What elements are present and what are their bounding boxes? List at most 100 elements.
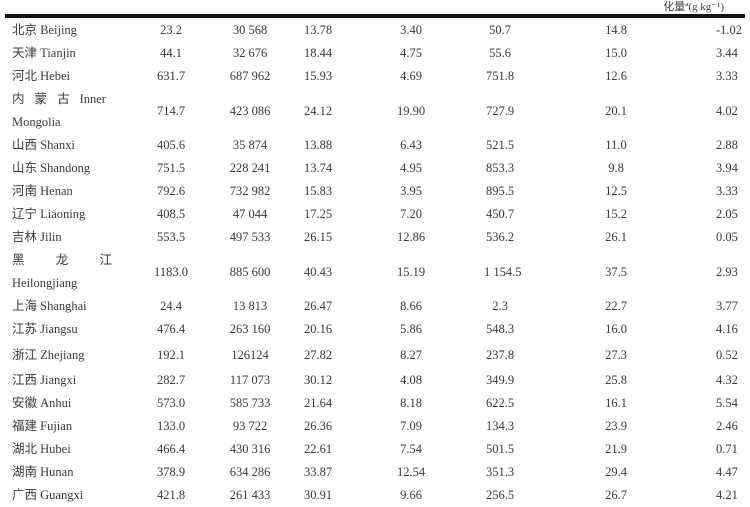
cell-col-4: 4.95	[400, 161, 422, 175]
cell-col-5: 2.3	[492, 299, 508, 313]
cell-col-1: 476.4	[156, 322, 186, 336]
column-header-unit: 化量ª(g kg⁻¹)	[663, 1, 724, 13]
cell-col-2: 732 982	[229, 184, 271, 198]
cell-col-5: 853.3	[485, 161, 515, 175]
cell-col-7: 3.33	[716, 69, 738, 83]
cell-col-1: 378.9	[156, 465, 186, 479]
table-row: 黑 龙 江 Heilongjiang 1183.0 885 600 40.43 15.19 1 …	[0, 249, 750, 295]
table-row: 天津 Tianjin 44.1 32 676 18.44 4.75 55.6 15.0 3.4…	[0, 42, 750, 65]
cell-col-4: 4.69	[400, 69, 422, 83]
cell-col-4: 8.18	[400, 396, 422, 410]
cell-col-1: 1183.0	[154, 264, 188, 279]
cell-col-7: 2.93	[716, 264, 738, 279]
table-row: 湖北 Hubei 466.4 430 316 22.61 7.54 501.5 21.9 0.…	[0, 438, 750, 461]
province-name: 湖南 Hunan	[12, 465, 74, 479]
cell-col-1: 792.6	[156, 184, 186, 198]
cell-col-6: 14.8	[605, 23, 627, 37]
cell-col-2: 13 813	[232, 299, 268, 313]
cell-col-7: 4.02	[716, 103, 738, 118]
cell-col-5: 521.5	[485, 138, 515, 152]
province-name: 湖北 Hubei	[12, 442, 71, 456]
cell-col-2: 32 676	[232, 46, 268, 60]
cell-col-6: 9.8	[608, 161, 624, 175]
cell-col-3: 26.36	[303, 419, 333, 433]
table-row: 河北 Hebei 631.7 687 962 15.93 4.69 751.8 12.6 3.…	[0, 65, 750, 88]
cell-col-1: 133.0	[156, 419, 186, 433]
cell-col-1: 466.4	[156, 442, 186, 456]
cell-col-6: 29.4	[605, 465, 627, 479]
province-name: 黑 龙 江 Heilongjiang	[0, 249, 140, 295]
cell-col-7: 0.05	[716, 230, 738, 244]
cell-col-2: 47 044	[232, 207, 268, 221]
cell-col-4: 8.27	[400, 347, 422, 362]
cell-col-7: 2.88	[716, 138, 738, 152]
cell-col-4: 7.09	[400, 419, 422, 433]
cell-col-3: 15.83	[303, 184, 333, 198]
cell-col-7: 3.44	[716, 46, 738, 60]
province-name: 河北 Hebei	[12, 69, 70, 83]
cell-col-6: 16.0	[605, 322, 627, 336]
province-name-cn-char: 内	[12, 92, 25, 106]
cell-col-6: 37.5	[605, 264, 627, 279]
cell-col-3: 22.61	[303, 442, 333, 456]
cell-col-2: 585 733	[229, 396, 271, 410]
province-name-en-part: Inner	[79, 92, 106, 106]
cell-col-5: 751.8	[485, 69, 515, 83]
cell-col-6: 22.7	[605, 299, 627, 313]
cell-col-2: 423 086	[229, 103, 271, 118]
cell-col-7: 4.32	[716, 373, 738, 387]
province-name: 内蒙古 Inner Mongolia	[0, 88, 140, 134]
cell-col-7: 4.16	[716, 322, 738, 336]
province-name: 吉林 Jilin	[12, 230, 62, 244]
cell-col-6: 15.0	[605, 46, 627, 60]
cell-col-2: 263 160	[229, 322, 271, 336]
cell-col-4: 3.95	[400, 184, 422, 198]
cell-col-1: 23.2	[160, 23, 182, 37]
cell-col-7: 3.33	[716, 184, 738, 198]
cell-col-5: 622.5	[485, 396, 515, 410]
table-row: 山西 Shanxi 405.6 35 874 13.88 6.43 521.5 11.0 2.…	[0, 134, 750, 157]
cell-col-2: 93 722	[232, 419, 268, 433]
province-name-cn-char: 黑	[12, 253, 25, 267]
table-row: 广西 Guangxi 421.8 261 433 30.91 9.66 256.5 26.7…	[0, 484, 750, 507]
cell-col-6: 16.1	[605, 396, 627, 410]
province-name: 广西 Guangxi	[12, 488, 84, 502]
cell-col-7: 2.46	[716, 419, 738, 433]
cell-col-7: 4.21	[716, 488, 738, 502]
cell-col-5: 450.7	[485, 207, 515, 221]
cell-col-5: 895.5	[485, 184, 515, 198]
cell-col-4: 19.90	[396, 103, 426, 118]
cell-col-5: 349.9	[485, 373, 515, 387]
cell-col-3: 13.88	[303, 138, 333, 152]
cell-col-7: 5.54	[716, 396, 738, 410]
cell-col-7: 0.71	[716, 442, 738, 456]
cell-col-2: 117 073	[229, 373, 271, 387]
table-row: 湖南 Hunan 378.9 634 286 33.87 12.54 351.3 29.4 4…	[0, 461, 750, 484]
cell-col-7: 3.77	[716, 299, 738, 313]
cell-col-5: 548.3	[485, 322, 515, 336]
cell-col-7: 0.52	[716, 347, 738, 362]
province-name: 山东 Shandong	[12, 161, 91, 175]
cell-col-2: 687 962	[229, 69, 271, 83]
cell-col-3: 33.87	[303, 465, 333, 479]
table-row: 福建 Fujian 133.0 93 722 26.36 7.09 134.3 23.9 2.…	[0, 415, 750, 438]
cell-col-2: 30 568	[232, 23, 268, 37]
table-row: 江西 Jiangxi 282.7 117 073 30.12 4.08 349.9 25.8…	[0, 369, 750, 392]
cell-col-2: 885 600	[229, 264, 271, 279]
cell-col-3: 24.12	[303, 103, 333, 118]
cell-col-2: 35 874	[232, 138, 268, 152]
cell-col-5: 55.6	[489, 46, 511, 60]
cell-col-4: 12.86	[396, 230, 426, 244]
cell-col-3: 20.16	[303, 322, 333, 336]
province-name-en: Heilongjiang	[12, 276, 78, 290]
cell-col-2: 126124	[231, 347, 269, 362]
province-name: 天津 Tianjin	[12, 46, 76, 60]
cell-col-5: 501.5	[485, 442, 515, 456]
cell-col-7: -1.02	[716, 23, 743, 37]
cell-col-2: 261 433	[229, 488, 271, 502]
province-name-cn-char: 龙	[55, 253, 69, 267]
cell-col-4: 6.43	[400, 138, 422, 152]
table-row: 山东 Shandong 751.5 228 241 13.74 4.95 853.3 9.8…	[0, 157, 750, 180]
cell-col-3: 18.44	[303, 46, 333, 60]
cell-col-6: 23.9	[605, 419, 627, 433]
